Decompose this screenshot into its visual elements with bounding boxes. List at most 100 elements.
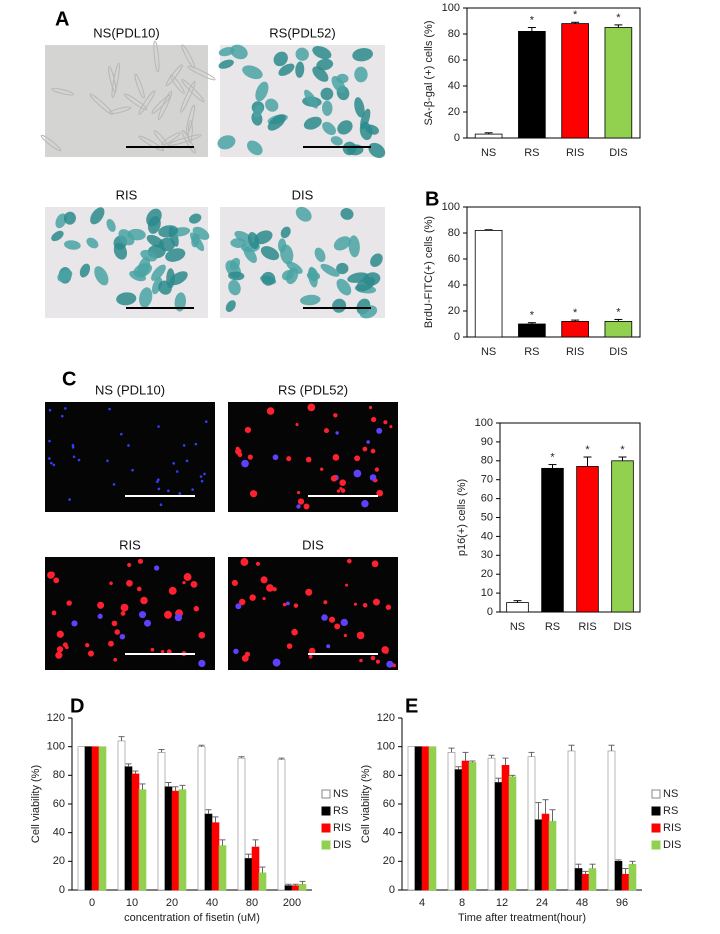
- cell: [62, 642, 68, 648]
- cell: [343, 633, 347, 638]
- significance: *: [616, 306, 621, 318]
- cell: [370, 655, 376, 661]
- cell: [144, 619, 152, 627]
- cell: [244, 426, 252, 434]
- y-tick-label: 30: [481, 549, 493, 561]
- cell: [281, 269, 294, 281]
- y-tick-label: 60: [481, 493, 493, 505]
- bar: [131, 773, 140, 891]
- y-tick-label: 80: [53, 769, 65, 781]
- legend-swatch: [321, 823, 331, 833]
- y-tick-label: 40: [481, 530, 493, 542]
- error-bar: [179, 784, 186, 790]
- error-bar: [165, 782, 172, 787]
- x-tick-label: 200: [283, 897, 301, 909]
- error-bar: [614, 318, 623, 322]
- legend-swatch: [321, 840, 331, 850]
- y-tick-label: 60: [448, 253, 460, 265]
- y-tick-label: 120: [377, 712, 395, 724]
- error-bar: [583, 456, 592, 467]
- micrograph: [45, 402, 215, 512]
- cell: [246, 140, 263, 156]
- y-axis-label: Cell viability (%): [30, 765, 42, 843]
- x-tick-label: 24: [536, 897, 548, 909]
- cell: [48, 408, 52, 412]
- legend-swatch: [651, 840, 661, 850]
- y-tick-label: 80: [448, 227, 460, 239]
- cell: [320, 467, 324, 471]
- bar: [494, 782, 503, 891]
- cell: [280, 226, 291, 239]
- cell: [322, 100, 333, 116]
- cell: [131, 468, 134, 472]
- cell: [71, 444, 75, 447]
- cell: [71, 446, 75, 449]
- y-tick-label: 100: [442, 201, 460, 213]
- error-bar: [575, 863, 582, 869]
- cell: [362, 602, 368, 608]
- cell: [181, 78, 205, 103]
- cell: [282, 602, 287, 607]
- error-bar: [484, 132, 493, 135]
- cell: [108, 640, 114, 647]
- cell: [354, 455, 361, 462]
- cell: [161, 132, 181, 146]
- significance: *: [616, 12, 621, 24]
- legend-label: RIS: [663, 822, 681, 834]
- error-bar: [542, 799, 549, 815]
- bar: [157, 752, 166, 891]
- micrograph: [45, 207, 210, 318]
- legend-label: NS: [333, 788, 348, 800]
- bar: [171, 790, 180, 891]
- cell: [77, 458, 81, 462]
- image-label: NS(PDL10): [93, 25, 159, 40]
- cell: [260, 246, 280, 261]
- cell: [353, 469, 362, 478]
- cell: [63, 211, 76, 225]
- y-tick-label: 40: [448, 279, 460, 291]
- y-tick-label: 80: [448, 28, 460, 40]
- cell: [337, 120, 353, 135]
- micrograph: [220, 206, 385, 319]
- cell: [164, 610, 173, 619]
- error-bar: [259, 866, 266, 873]
- cell: [187, 120, 193, 144]
- y-tick-label: 40: [53, 827, 65, 839]
- error-bar: [615, 859, 622, 862]
- cell: [127, 444, 130, 447]
- cell: [247, 232, 260, 249]
- cell: [306, 271, 321, 281]
- error-bar: [278, 757, 285, 760]
- cell: [265, 98, 279, 112]
- cell: [361, 500, 369, 508]
- error-bar: [252, 839, 259, 847]
- cell: [285, 601, 290, 606]
- bar: [218, 845, 227, 891]
- cell: [174, 292, 186, 312]
- cell: [247, 454, 253, 460]
- cell: [127, 562, 132, 568]
- cell: [158, 237, 176, 252]
- error-bar: [502, 757, 509, 766]
- micrograph: [45, 557, 215, 670]
- legend-swatch: [651, 789, 661, 799]
- error-bar: [299, 880, 306, 885]
- cell: [60, 414, 64, 418]
- cell: [198, 631, 206, 639]
- cell: [187, 65, 216, 81]
- error-bar: [212, 816, 219, 823]
- cell: [230, 44, 248, 60]
- cell: [230, 238, 247, 248]
- y-tick-label: 60: [383, 798, 395, 810]
- cell: [79, 263, 91, 278]
- cell: [86, 237, 99, 249]
- cell: [262, 597, 266, 601]
- y-tick-label: 0: [487, 606, 493, 618]
- cell: [335, 431, 339, 435]
- x-axis-label: Time after treatment(hour): [458, 912, 586, 924]
- panel-label: D: [70, 695, 84, 717]
- error-bar: [172, 786, 179, 792]
- cell: [193, 605, 200, 612]
- error-bar: [158, 749, 165, 753]
